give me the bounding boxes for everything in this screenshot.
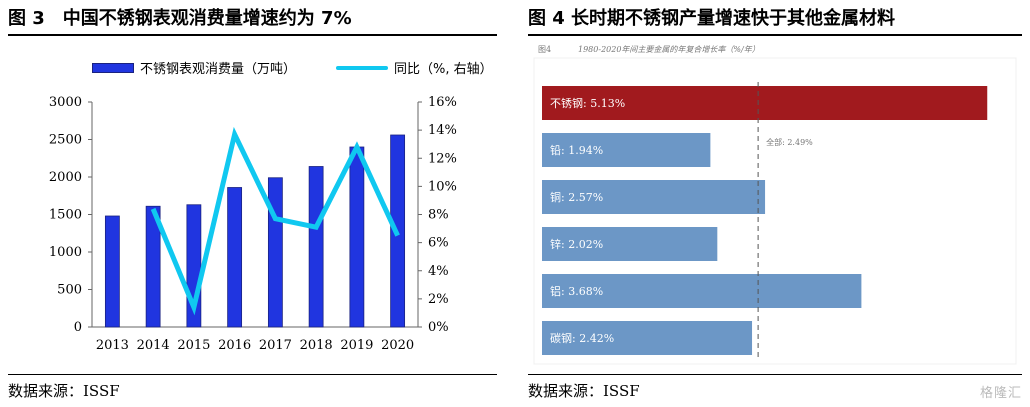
right-tick-label: 4% — [428, 264, 449, 279]
legend-bar-label: 不锈钢表观消费量（万吨） — [140, 62, 297, 77]
metal-growth-bar — [542, 227, 718, 261]
consumption-bar — [267, 177, 283, 328]
right-tick-label: 12% — [428, 151, 457, 166]
x-tick-label: 2016 — [218, 338, 251, 353]
left-tick-label: 0 — [74, 320, 82, 335]
right-tick-label: 0% — [428, 320, 449, 335]
consumption-bar — [104, 215, 120, 328]
consumption-bar — [308, 166, 324, 328]
consumption-bar — [227, 187, 243, 328]
legend-bar-swatch — [92, 62, 134, 73]
figure-3-legend: 不锈钢表观消费量（万吨） 同比（%, 右轴） — [92, 58, 493, 77]
figure-3-title: 图 3 中国不锈钢表观消费量增速约为 7% — [8, 8, 352, 29]
x-tick-label: 2018 — [300, 338, 333, 353]
figure-4-top-rule — [528, 34, 1022, 36]
consumption-bar — [145, 205, 161, 328]
right-tick-label: 10% — [428, 179, 457, 194]
metal-bar-label: 锌: 2.02% — [550, 237, 603, 251]
legend-line-label: 同比（%, 右轴） — [394, 62, 493, 77]
figure-3-panel: 图 3 中国不锈钢表观消费量增速约为 7% 不锈钢表观消费量（万吨） 同比（%,… — [0, 0, 505, 407]
inner-figure-caption: 1980-2020年间主要金属的年复合增长率（%/年） — [578, 45, 760, 54]
metal-bar-label: 不锈钢: 5.13% — [550, 97, 625, 110]
figure-4-title: 图 4 长时期不锈钢产量增速快于其他金属材料 — [528, 8, 896, 29]
average-reference-label: 全部: 2.49% — [766, 137, 813, 147]
x-tick-label: 2020 — [381, 338, 414, 353]
consumption-bar — [349, 146, 365, 328]
figure-3-top-rule — [8, 34, 497, 36]
x-tick-label: 2015 — [177, 338, 210, 353]
figure-3-bottom-rule — [8, 374, 497, 375]
metal-bar-label: 铝: 3.68% — [550, 284, 603, 298]
x-tick-label: 2013 — [96, 338, 129, 353]
metal-growth-bar — [542, 321, 753, 355]
metal-growth-bar — [542, 274, 862, 308]
right-tick-label: 2% — [428, 292, 449, 307]
figure-4-bottom-rule — [528, 374, 1022, 375]
watermark-logo: 格隆汇 — [979, 386, 1022, 401]
consumption-chart: 0 500 1000 1500 2000 2500 3000 0% 2% 4% 6% 8% 10% 12%… — [49, 95, 457, 353]
metal-bar-label: 铜: 2.57% — [550, 190, 603, 204]
left-tick-label: 2500 — [49, 133, 82, 148]
left-tick-label: 2000 — [49, 170, 82, 185]
right-tick-label: 16% — [428, 95, 457, 110]
legend-line-swatch — [336, 65, 389, 70]
x-tick-label: 2014 — [137, 338, 170, 353]
left-tick-label: 1500 — [49, 208, 82, 223]
metal-growth-bar — [542, 133, 711, 167]
metal-growth-bar — [542, 180, 766, 214]
figure-3-source: 数据来源：ISSF — [8, 382, 120, 400]
left-tick-label: 3000 — [49, 95, 82, 110]
x-tick-label: 2017 — [259, 338, 292, 353]
yoy-growth-line — [150, 126, 400, 316]
inner-figure-number: 图4 — [538, 45, 552, 54]
figure-4-source: 数据来源：ISSF — [528, 382, 640, 400]
right-tick-label: 6% — [428, 236, 449, 251]
right-tick-label: 8% — [428, 208, 449, 223]
right-tick-label: 14% — [428, 123, 457, 138]
metal-growth-bar — [542, 86, 988, 120]
left-tick-label: 1000 — [49, 245, 82, 260]
metal-bar-label: 铅: 1.94% — [550, 143, 603, 157]
growth-rate-chart: 不锈钢: 5.13% 铅: 1.94% 铜: 2.57% 锌: 2.02% 铝: 3.6… — [533, 57, 1017, 365]
left-tick-label: 500 — [57, 283, 82, 298]
metal-bar-label: 碳钢: 2.42% — [550, 331, 614, 345]
chart-frame — [533, 57, 1017, 365]
x-tick-label: 2019 — [340, 338, 373, 353]
figure-4-panel: 图 4 长时期不锈钢产量增速快于其他金属材料 图4 1980-2020年间主要金… — [520, 0, 1030, 407]
